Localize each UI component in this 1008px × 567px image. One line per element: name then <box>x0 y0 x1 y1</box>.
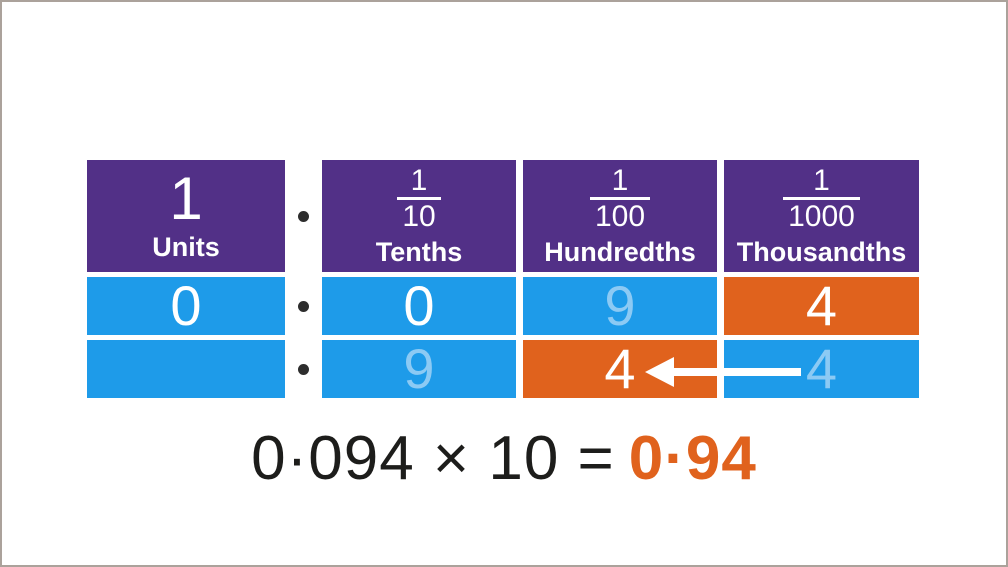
decimal-point-column-row-result <box>285 340 322 398</box>
fraction-denominator: 1000 <box>783 197 860 234</box>
decimal-point-dot <box>298 210 309 222</box>
header-thousandths-label: Thousandths <box>736 237 907 268</box>
equation: 0·094 × 10 = 0·94 <box>2 428 1006 490</box>
place-value-grid: 1 Units 1 10 Tenths 1 100 Hundredths 1 1… <box>87 160 919 398</box>
column-gap <box>717 277 724 335</box>
tenths-fraction: 1 10 <box>397 163 441 234</box>
header-hundredths-label: Hundredths <box>544 237 696 268</box>
header-tenths-cell: 1 10 Tenths <box>322 160 516 272</box>
row-original-tenths-cell: 0 <box>322 277 516 335</box>
fraction-denominator: 10 <box>397 197 441 234</box>
thousandths-fraction: 1 1000 <box>783 164 860 234</box>
equation-expression: 0·094 × 10 = <box>251 424 615 493</box>
fraction-numerator: 1 <box>813 163 830 197</box>
column-gap <box>516 160 523 272</box>
fraction-numerator: 1 <box>611 163 629 197</box>
row-original-thousandths-cell: 4 <box>724 277 919 335</box>
header-units-value: 1 <box>169 164 203 232</box>
decimal-point-column-row-original <box>285 277 322 335</box>
row-result-tenths-cell: 9 <box>322 340 516 398</box>
fraction-denominator: 100 <box>589 197 651 234</box>
decimal-point-dot <box>298 300 309 312</box>
header-tenths-label: Tenths <box>375 237 463 268</box>
decimal-point-dot <box>298 363 309 375</box>
row-result-units-cell <box>87 340 285 398</box>
equation-result: 0·94 <box>628 424 757 493</box>
row-original-units-cell: 0 <box>87 277 285 335</box>
hundredths-fraction: 1 100 <box>589 163 651 234</box>
column-gap <box>717 160 724 272</box>
header-hundredths-cell: 1 100 Hundredths <box>523 160 717 272</box>
fraction-numerator: 1 <box>410 163 428 197</box>
header-units-label: Units <box>152 231 220 262</box>
header-units-cell: 1 Units <box>87 160 285 272</box>
column-gap <box>516 277 523 335</box>
row-original-hundredths-cell: 9 <box>523 277 717 335</box>
digit-shift-arrow-left-icon <box>645 357 801 387</box>
header-thousandths-cell: 1 1000 Thousandths <box>724 160 919 272</box>
column-gap <box>516 340 523 398</box>
decimal-point-column-header <box>285 160 322 272</box>
